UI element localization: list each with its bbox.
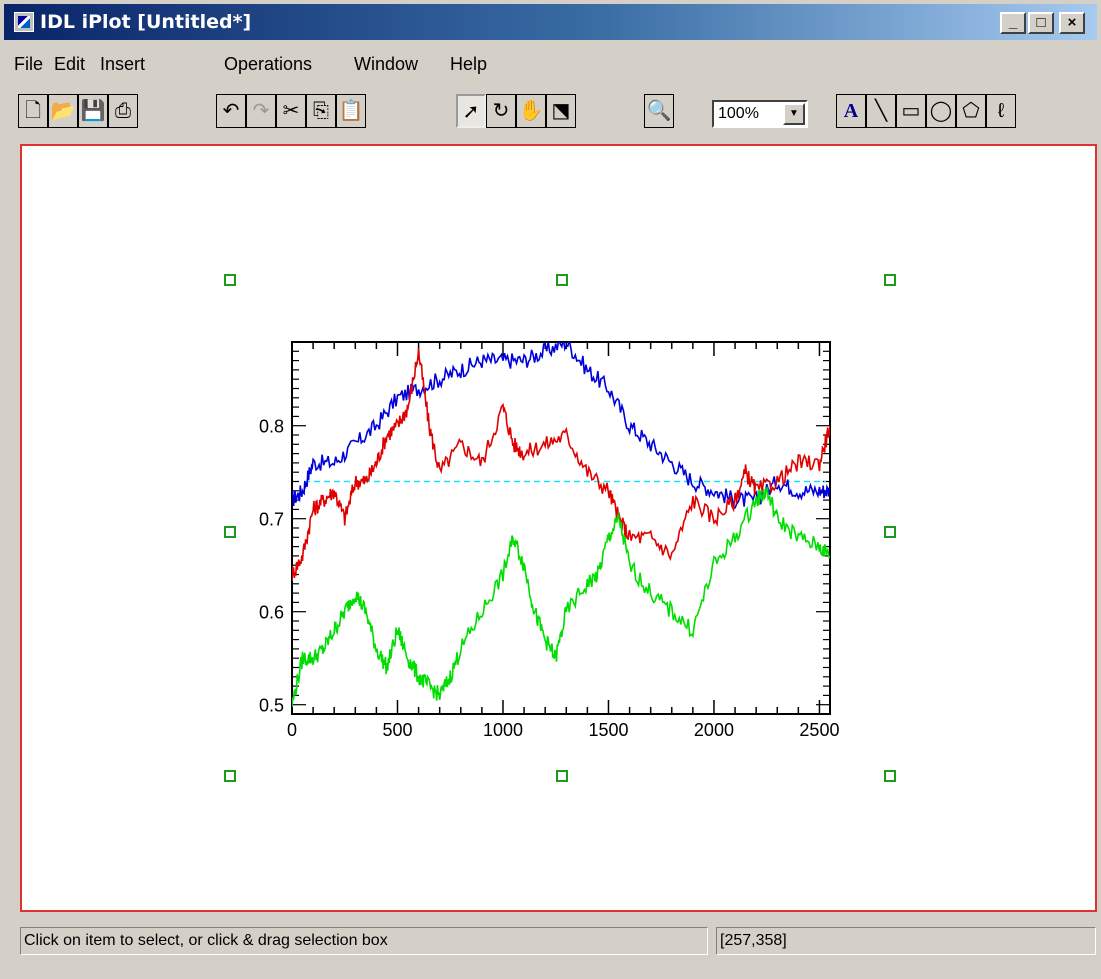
- menu-edit[interactable]: Edit: [54, 54, 86, 74]
- line-chart: 0 500 1000 1500 2000 2500 0.5 0.6 0.7 0.8: [259, 341, 839, 740]
- selection-handle-top-left[interactable]: [224, 274, 236, 286]
- close-button[interactable]: ×: [1059, 12, 1085, 34]
- oval-tool-icon[interactable]: ◯: [926, 94, 956, 128]
- status-bar: Click on item to select, or click & drag…: [20, 927, 1097, 957]
- series-line-0: [292, 342, 830, 509]
- status-message: Click on item to select, or click & drag…: [20, 927, 708, 955]
- minimize-button[interactable]: _: [1000, 12, 1026, 34]
- title-bar[interactable]: IDL iPlot [Untitled*] _ □ ×: [4, 4, 1097, 40]
- series-line-1: [292, 348, 830, 581]
- status-coordinates: [257,358]: [716, 927, 1096, 955]
- y-tick-label: 0.7: [259, 510, 284, 530]
- selection-handle-middle-right[interactable]: [884, 526, 896, 538]
- y-tick-label: 0.5: [259, 696, 284, 716]
- toolbar: 🗋 📂 💾 ⎙ ↶ ↷ ✂ ⎘ 📋 ➚ ↻ ✋ ⬔ 🔍 A ╲ ▭ ◯ ⬠ ℓ: [0, 94, 1101, 132]
- line-tool-icon[interactable]: ╲: [866, 94, 896, 128]
- selection-handle-top-right[interactable]: [884, 274, 896, 286]
- selection-handle-middle-left[interactable]: [224, 526, 236, 538]
- y-tick-label: 0.8: [259, 417, 284, 437]
- zoom-magnifier-icon[interactable]: 🔍: [644, 94, 674, 128]
- selection-handle-bottom-center[interactable]: [556, 770, 568, 782]
- plot-frame: [291, 341, 831, 715]
- zoom-select[interactable]: 100% ▼: [712, 100, 808, 128]
- zoom-value: 100%: [718, 105, 759, 122]
- x-tick-label: 1000: [483, 720, 523, 740]
- selection-handle-bottom-left[interactable]: [224, 770, 236, 782]
- window-title: IDL iPlot [Untitled*]: [40, 11, 252, 33]
- rectangle-tool-icon[interactable]: ▭: [896, 94, 926, 128]
- x-tick-label: 0: [287, 720, 297, 740]
- rotate-icon[interactable]: ↻: [486, 94, 516, 128]
- series-line-2: [292, 486, 830, 708]
- copy-icon[interactable]: ⎘: [306, 94, 336, 128]
- menu-file[interactable]: File: [14, 54, 44, 74]
- open-folder-icon[interactable]: 📂: [48, 94, 78, 128]
- data-range-icon[interactable]: ⬔: [546, 94, 576, 128]
- x-tick-label: 2000: [694, 720, 734, 740]
- selection-handle-top-center[interactable]: [556, 274, 568, 286]
- selection-handle-bottom-right[interactable]: [884, 770, 896, 782]
- redo-icon[interactable]: ↷: [246, 94, 276, 128]
- x-tick-label: 2500: [799, 720, 839, 740]
- undo-icon[interactable]: ↶: [216, 94, 246, 128]
- x-tick-label: 1500: [588, 720, 628, 740]
- polygon-tool-icon[interactable]: ⬠: [956, 94, 986, 128]
- x-tick-label: 500: [382, 720, 412, 740]
- freehand-tool-icon[interactable]: ℓ: [986, 94, 1016, 128]
- pan-hand-icon[interactable]: ✋: [516, 94, 546, 128]
- menu-help[interactable]: Help: [450, 54, 488, 74]
- chevron-down-icon[interactable]: ▼: [783, 103, 805, 125]
- menu-window[interactable]: Window: [354, 54, 419, 74]
- menu-insert[interactable]: Insert: [100, 54, 146, 74]
- paste-icon[interactable]: 📋: [336, 94, 366, 128]
- select-arrow-icon[interactable]: ➚: [456, 94, 486, 128]
- save-icon[interactable]: 💾: [78, 94, 108, 128]
- plot-canvas[interactable]: 0 500 1000 1500 2000 2500 0.5 0.6 0.7 0.8: [20, 144, 1097, 912]
- app-icon[interactable]: [14, 12, 34, 32]
- y-tick-label: 0.6: [259, 603, 284, 623]
- print-icon[interactable]: ⎙: [108, 94, 138, 128]
- cut-icon[interactable]: ✂: [276, 94, 306, 128]
- maximize-button[interactable]: □: [1028, 12, 1054, 34]
- menu-operations[interactable]: Operations: [224, 54, 313, 74]
- new-file-icon[interactable]: 🗋: [18, 94, 48, 128]
- text-tool-icon[interactable]: A: [836, 94, 866, 128]
